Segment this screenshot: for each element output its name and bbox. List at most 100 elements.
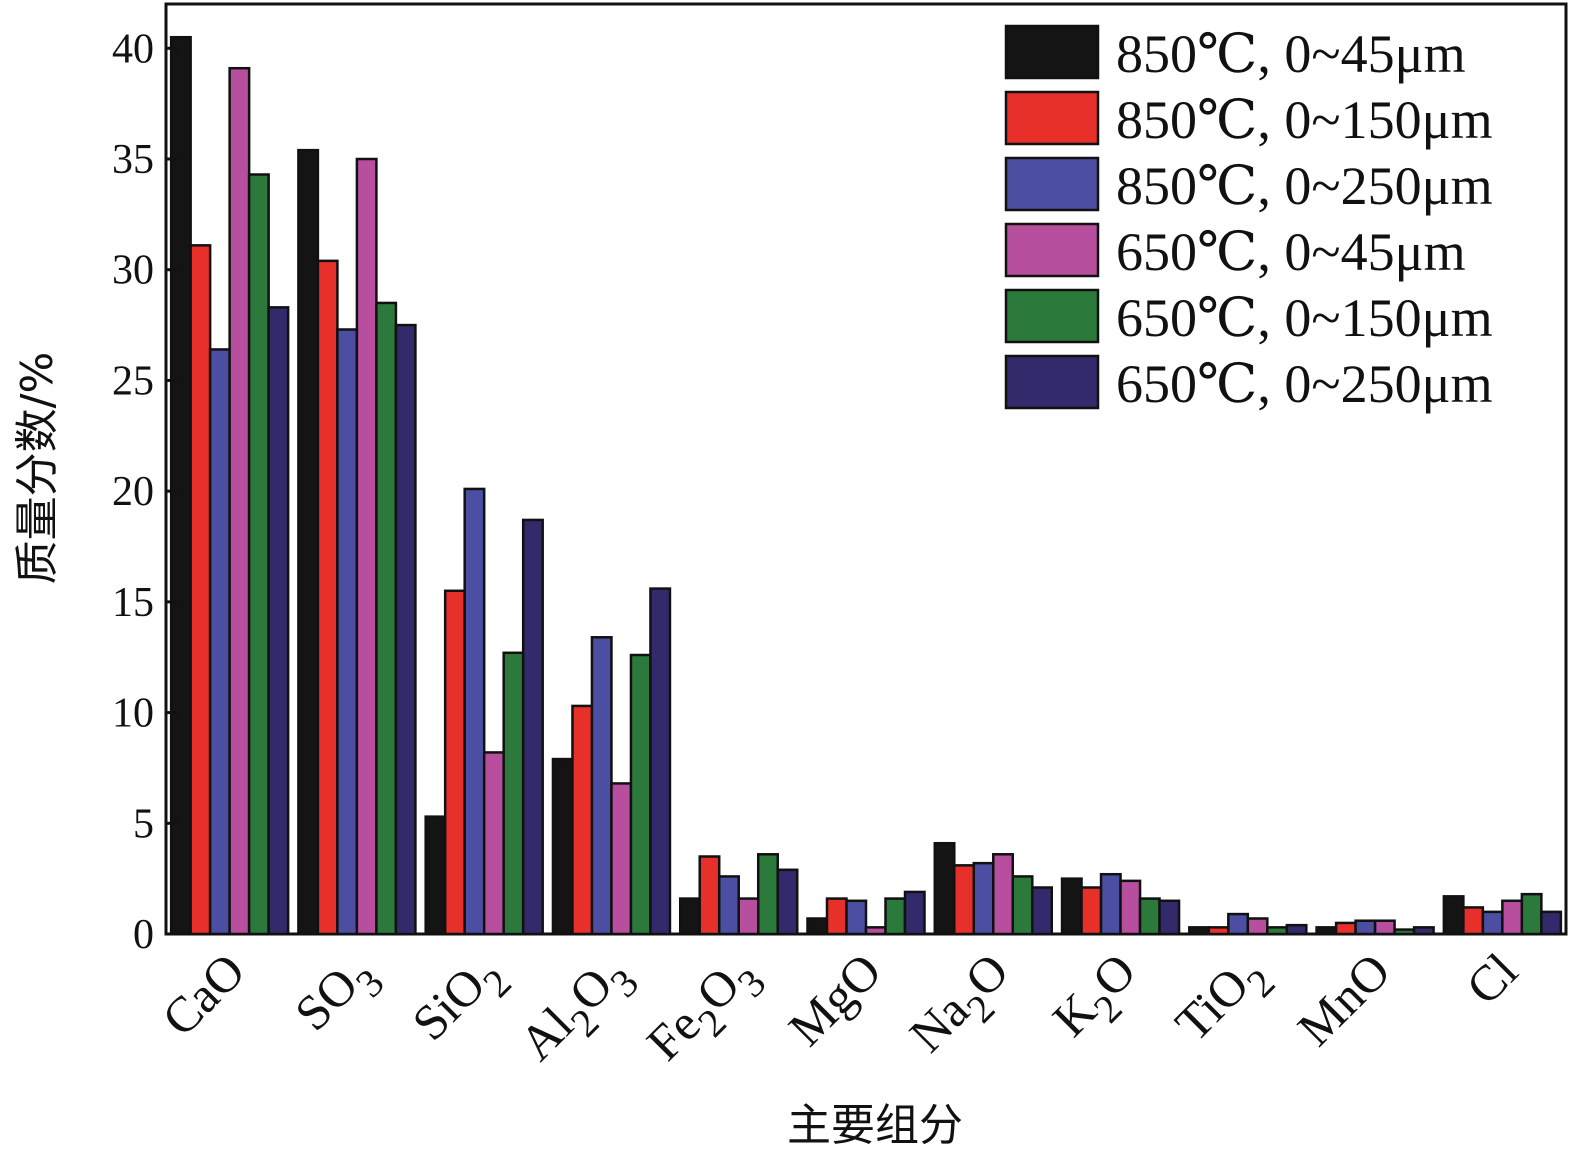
x-category-label: Cl [1455,942,1528,1015]
bar [463,487,486,936]
legend-swatch [1004,354,1100,410]
y-axis-ticks: 0 5 10 15 20 25 30 35 40 [112,26,178,958]
bar [590,636,613,936]
legend-label: 850℃, 0~150μm [1116,90,1493,150]
bar [649,587,672,936]
bar [1138,897,1161,936]
y-tick-label: 10 [112,691,154,737]
bar [521,518,544,936]
bar [1481,910,1504,936]
x-category-label: SO3 [284,942,393,1051]
bar [1188,926,1211,936]
bar [1060,877,1083,936]
bar [247,173,270,936]
y-tick-label: 5 [133,801,154,847]
bar [169,35,192,936]
y-tick-label: 15 [112,580,154,626]
y-tick-label: 35 [112,137,154,183]
bar [678,897,701,936]
legend-label: 650℃, 0~250μm [1116,354,1493,414]
bar [1266,926,1289,936]
bar [884,897,907,936]
bar [1031,886,1054,936]
legend-swatch [1004,90,1100,146]
bar [698,855,721,936]
legend-label: 850℃, 0~45μm [1116,24,1466,84]
bar [629,653,652,936]
y-tick-label: 30 [112,248,154,294]
bar [208,348,231,936]
bar [1207,926,1230,936]
bar [228,66,251,936]
x-category-label: MnO [1287,942,1401,1056]
bar [394,323,417,936]
bar [756,853,779,936]
bar [717,875,740,936]
y-tick-label: 40 [112,26,154,72]
y-tick-label: 25 [112,358,154,404]
bar [610,782,633,936]
bar [267,306,290,936]
bar [825,897,848,936]
legend-swatch [1004,156,1100,212]
bar [776,868,799,936]
bar [551,757,574,936]
bar [1158,899,1181,936]
legend-swatch [1004,288,1100,344]
x-category-label: Fe2O3 [636,942,775,1081]
bar [571,704,594,936]
bar [316,259,339,936]
legend-swatch [1004,24,1100,80]
bar [972,861,995,936]
x-category-label: CaO [151,942,255,1046]
bar [1334,921,1357,936]
bar [845,899,868,936]
bar [1246,917,1269,936]
bar [1011,875,1034,936]
bar [992,853,1015,936]
bar [336,328,359,936]
bar [502,651,525,936]
legend-label: 650℃, 0~150μm [1116,288,1493,348]
bar [297,148,320,936]
bar [1540,910,1563,936]
bar [1080,886,1103,936]
x-category-label: Na2O [899,942,1029,1072]
bar [1412,926,1435,936]
bar [443,589,466,936]
legend-swatch [1004,222,1100,278]
legend-label: 850℃, 0~250μm [1116,156,1493,216]
legend-label: 650℃, 0~45μm [1116,222,1466,282]
x-axis-title: 主要组分 [787,1100,963,1151]
bar [189,244,212,936]
x-category-label: Al2O3 [508,942,647,1081]
x-category-label: K2O [1042,942,1157,1057]
bar [1227,912,1250,936]
bar [482,751,505,936]
y-tick-label: 20 [112,469,154,515]
bar [933,841,956,936]
bar [1501,899,1524,936]
bar [1442,895,1465,936]
bar-groups [169,35,1563,936]
bar [375,301,398,936]
bar [864,926,887,936]
bar [1373,919,1396,936]
bar [355,157,378,936]
x-category-label: MgO [778,942,892,1056]
bar [953,864,976,936]
bar [1119,879,1142,936]
x-category-label: TiO2 [1164,942,1283,1061]
bar [1520,892,1543,936]
bar [1462,906,1485,936]
bar [806,917,829,936]
bar [1393,928,1416,936]
y-tick-label: 0 [133,912,154,958]
y-axis-title: 质量分数/% [12,352,63,585]
bar [1315,926,1338,936]
bar [1099,872,1122,936]
bar [1354,919,1377,936]
